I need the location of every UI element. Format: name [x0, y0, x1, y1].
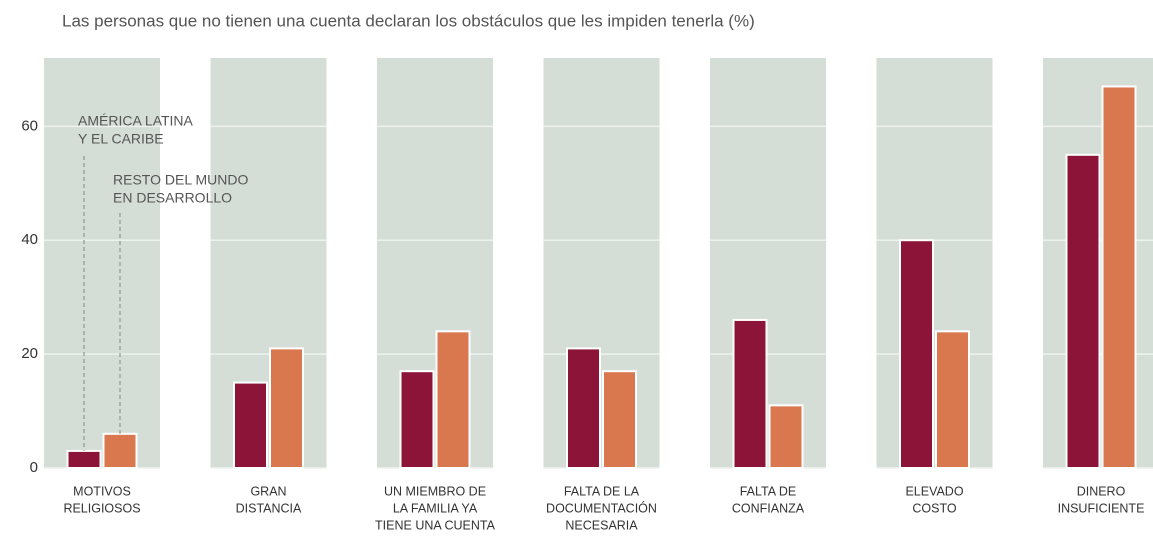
- panel: [377, 58, 493, 468]
- x-tick-label: GRAN: [250, 484, 286, 498]
- x-tick-label: DOCUMENTACIÓN: [546, 500, 657, 515]
- y-tick-label: 60: [21, 117, 38, 134]
- x-tick-label: FALTA DE: [740, 484, 797, 498]
- x-tick-label: NECESARIA: [565, 518, 638, 532]
- bar: [399, 370, 435, 470]
- y-tick-label: 20: [21, 345, 38, 362]
- panel: [876, 58, 993, 468]
- bar: [1101, 85, 1137, 469]
- x-tick-label: MOTIVOS: [73, 484, 131, 498]
- chart-title: Las personas que no tienen una cuenta de…: [62, 11, 755, 30]
- x-tick-label: FALTA DE LA: [564, 484, 640, 498]
- legend-label: RESTO DEL MUNDO: [113, 172, 248, 188]
- bar: [269, 347, 304, 469]
- bar: [566, 347, 601, 469]
- x-tick-label: UN MIEMBRO DE: [384, 484, 486, 498]
- x-tick-label: CONFIANZA: [732, 501, 805, 515]
- bar: [435, 330, 471, 470]
- x-tick-label: DINERO: [1077, 484, 1126, 498]
- bar: [732, 318, 768, 470]
- legend-label: EN DESARROLLO: [113, 190, 232, 206]
- x-tick-label: INSUFICIENTE: [1058, 501, 1145, 515]
- panel: [543, 58, 660, 468]
- panel: [710, 58, 826, 468]
- x-tick-label: DISTANCIA: [236, 501, 302, 515]
- x-tick-label: ELEVADO: [905, 484, 963, 498]
- bar: [935, 330, 970, 470]
- bar: [1065, 153, 1101, 470]
- bar: [768, 404, 804, 470]
- y-tick-label: 0: [30, 459, 38, 476]
- legend-label: Y EL CARIBE: [78, 131, 164, 147]
- panel: [210, 58, 327, 468]
- y-tick-label: 40: [21, 231, 38, 248]
- bar: [102, 432, 138, 470]
- x-tick-label: COSTO: [912, 501, 956, 515]
- x-tick-label: LA FAMILIA YA: [393, 501, 478, 515]
- bar: [899, 239, 934, 469]
- bar: [602, 370, 637, 470]
- x-tick-label: TIENE UNA CUENTA: [375, 518, 496, 532]
- x-tick-label: RELIGIOSOS: [63, 501, 140, 515]
- bar: [233, 381, 268, 470]
- bar: [66, 449, 102, 469]
- legend-label: AMÉRICA LATINA: [78, 113, 194, 129]
